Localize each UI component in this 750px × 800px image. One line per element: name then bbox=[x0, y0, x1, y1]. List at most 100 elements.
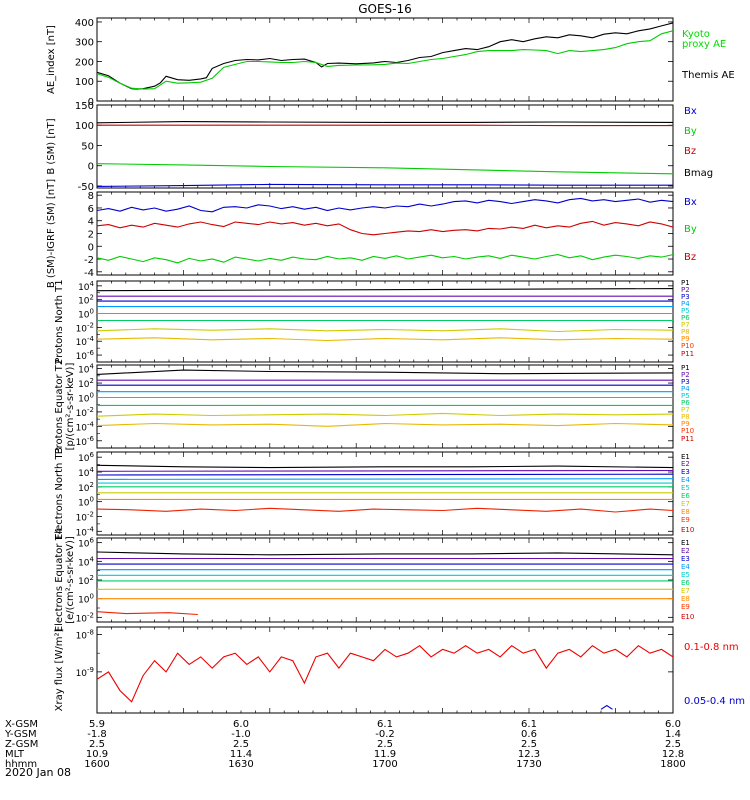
ephemeris-value: 2.5 bbox=[233, 739, 249, 750]
legend-entry: E1 bbox=[681, 453, 690, 461]
ephemeris-value: 1800 bbox=[660, 759, 685, 770]
ephemeris-value: 6.1 bbox=[521, 719, 537, 730]
ephemeris-value: 6.0 bbox=[665, 719, 681, 730]
y-tick-exponent: -4 bbox=[87, 420, 95, 428]
y-tick-label: -2 bbox=[84, 255, 94, 266]
panel-frame bbox=[96, 364, 674, 449]
legend-entry: E7 bbox=[681, 587, 690, 595]
ephemeris-value: 5.9 bbox=[89, 719, 105, 730]
panel-frame bbox=[96, 626, 674, 714]
y-tick-label: 0 bbox=[88, 162, 94, 173]
panel-7: 106 104 102 100 10-2 Electrons Equator T4 [e/(… bbox=[54, 528, 694, 632]
legend-entry: 0.1-0.8 nm bbox=[684, 642, 739, 653]
y-axis-label: B (SM)-IGRF (SM) [nT] bbox=[46, 179, 57, 288]
y-axis-unit: [e/(cm²-s-sr-keV)] bbox=[65, 536, 76, 624]
y-tick-exponent: -2 bbox=[87, 611, 94, 619]
series-line-e9 bbox=[97, 507, 673, 513]
legend-entry: By bbox=[684, 224, 697, 235]
y-axis-label: Electrons North T3 bbox=[54, 447, 65, 540]
y-tick-exponent: 0 bbox=[90, 308, 94, 316]
ephemeris-value: 6.1 bbox=[377, 719, 393, 730]
ephemeris-value: 1.4 bbox=[665, 729, 681, 740]
legend-entry: Bz bbox=[684, 146, 696, 157]
series-line-0-05-0-4-nm bbox=[600, 704, 613, 710]
series-line-e4 bbox=[97, 478, 673, 480]
y-tick-label: 100 bbox=[78, 496, 94, 509]
x-axis-table: X-GSMY-GSMZ-GSMMLThhmm5.9-1.82.510.91600… bbox=[4, 719, 686, 770]
y-tick-label: 10-4 bbox=[76, 420, 95, 433]
y-tick-exponent: 0 bbox=[90, 496, 94, 504]
y-tick-label: 10-4 bbox=[76, 525, 95, 538]
ephemeris-value: -1.8 bbox=[87, 729, 107, 740]
series-line-e3 bbox=[97, 473, 673, 476]
legend-entry: P3 bbox=[681, 378, 690, 386]
y-tick-exponent: -4 bbox=[87, 335, 95, 343]
y-axis-label: Protons Equator T2 bbox=[54, 359, 65, 455]
ephemeris-value: 10.9 bbox=[86, 749, 108, 760]
legend-entry: Bx bbox=[684, 106, 697, 117]
legend-entry: E10 bbox=[681, 526, 694, 534]
legend-entry: Bz bbox=[684, 252, 696, 263]
y-tick-label: 100 bbox=[78, 308, 94, 321]
legend-entry: P1 bbox=[681, 364, 690, 372]
y-tick-label: 100 bbox=[78, 593, 94, 606]
legend-entry: P7 bbox=[681, 321, 690, 329]
y-tick-exponent: 6 bbox=[90, 537, 95, 545]
date-label: 2020 Jan 08 bbox=[5, 766, 71, 779]
y-tick-exponent: 2 bbox=[90, 294, 94, 302]
legend-entry: P11 bbox=[681, 435, 694, 443]
series-line-e1 bbox=[97, 464, 673, 469]
y-axis-label: B (SM) [nT] bbox=[46, 118, 57, 174]
series-line-bx bbox=[97, 183, 673, 187]
series-line-by bbox=[97, 163, 673, 175]
y-tick-exponent: -4 bbox=[87, 525, 95, 533]
y-tick-label: 4 bbox=[88, 217, 94, 228]
ephemeris-value: -0.2 bbox=[375, 729, 395, 740]
series-line-p7 bbox=[97, 412, 673, 417]
ephemeris-value: 1630 bbox=[228, 759, 253, 770]
y-tick-label: 200 bbox=[75, 57, 94, 68]
y-tick-exponent: 4 bbox=[90, 280, 95, 288]
y-tick-label: 10-2 bbox=[76, 611, 94, 624]
legend-entry: P1 bbox=[681, 279, 690, 287]
legend-entry: E5 bbox=[681, 484, 690, 492]
y-tick-label: 104 bbox=[78, 280, 94, 293]
series-line-by bbox=[97, 254, 673, 264]
y-tick-label: 10-9 bbox=[76, 666, 94, 679]
legend-entry: P6 bbox=[681, 399, 690, 407]
legend-entry: E2 bbox=[681, 460, 690, 468]
y-tick-label: 10-6 bbox=[76, 435, 95, 448]
ephemeris-row-label: X-GSM bbox=[5, 719, 38, 730]
series-line-p1 bbox=[97, 288, 673, 292]
y-tick-label: 2 bbox=[88, 230, 94, 241]
legend-entry: E5 bbox=[681, 571, 690, 579]
series-line-bmag bbox=[97, 121, 673, 124]
y-tick-label: 6 bbox=[88, 204, 94, 215]
y-tick-label: 102 bbox=[78, 377, 94, 390]
legend-entry: E7 bbox=[681, 500, 690, 508]
series-line-p1 bbox=[97, 369, 673, 375]
legend-entry: E9 bbox=[681, 603, 690, 611]
legend-entry: P11 bbox=[681, 350, 694, 358]
ephemeris-row-label: Z-GSM bbox=[5, 739, 38, 750]
ephemeris-value: 2.5 bbox=[665, 739, 681, 750]
legend-entry: E8 bbox=[681, 508, 690, 516]
series-line-kyoto-proxy-ae bbox=[97, 30, 673, 90]
legend-entry: Kyoto bbox=[682, 29, 710, 40]
legend-entry: E3 bbox=[681, 555, 690, 563]
series-line-bx bbox=[97, 197, 673, 213]
ephemeris-value: 6.0 bbox=[233, 719, 249, 730]
ephemeris-value: 11.4 bbox=[230, 749, 252, 760]
ephemeris-value: -1.0 bbox=[231, 729, 251, 740]
legend-entry: P10 bbox=[681, 342, 694, 350]
y-tick-exponent: 2 bbox=[90, 574, 94, 582]
ephemeris-value: 0.6 bbox=[521, 729, 537, 740]
legend-entry: P7 bbox=[681, 406, 690, 414]
y-tick-label: 10-2 bbox=[76, 321, 94, 334]
legend-entry: By bbox=[684, 126, 697, 137]
